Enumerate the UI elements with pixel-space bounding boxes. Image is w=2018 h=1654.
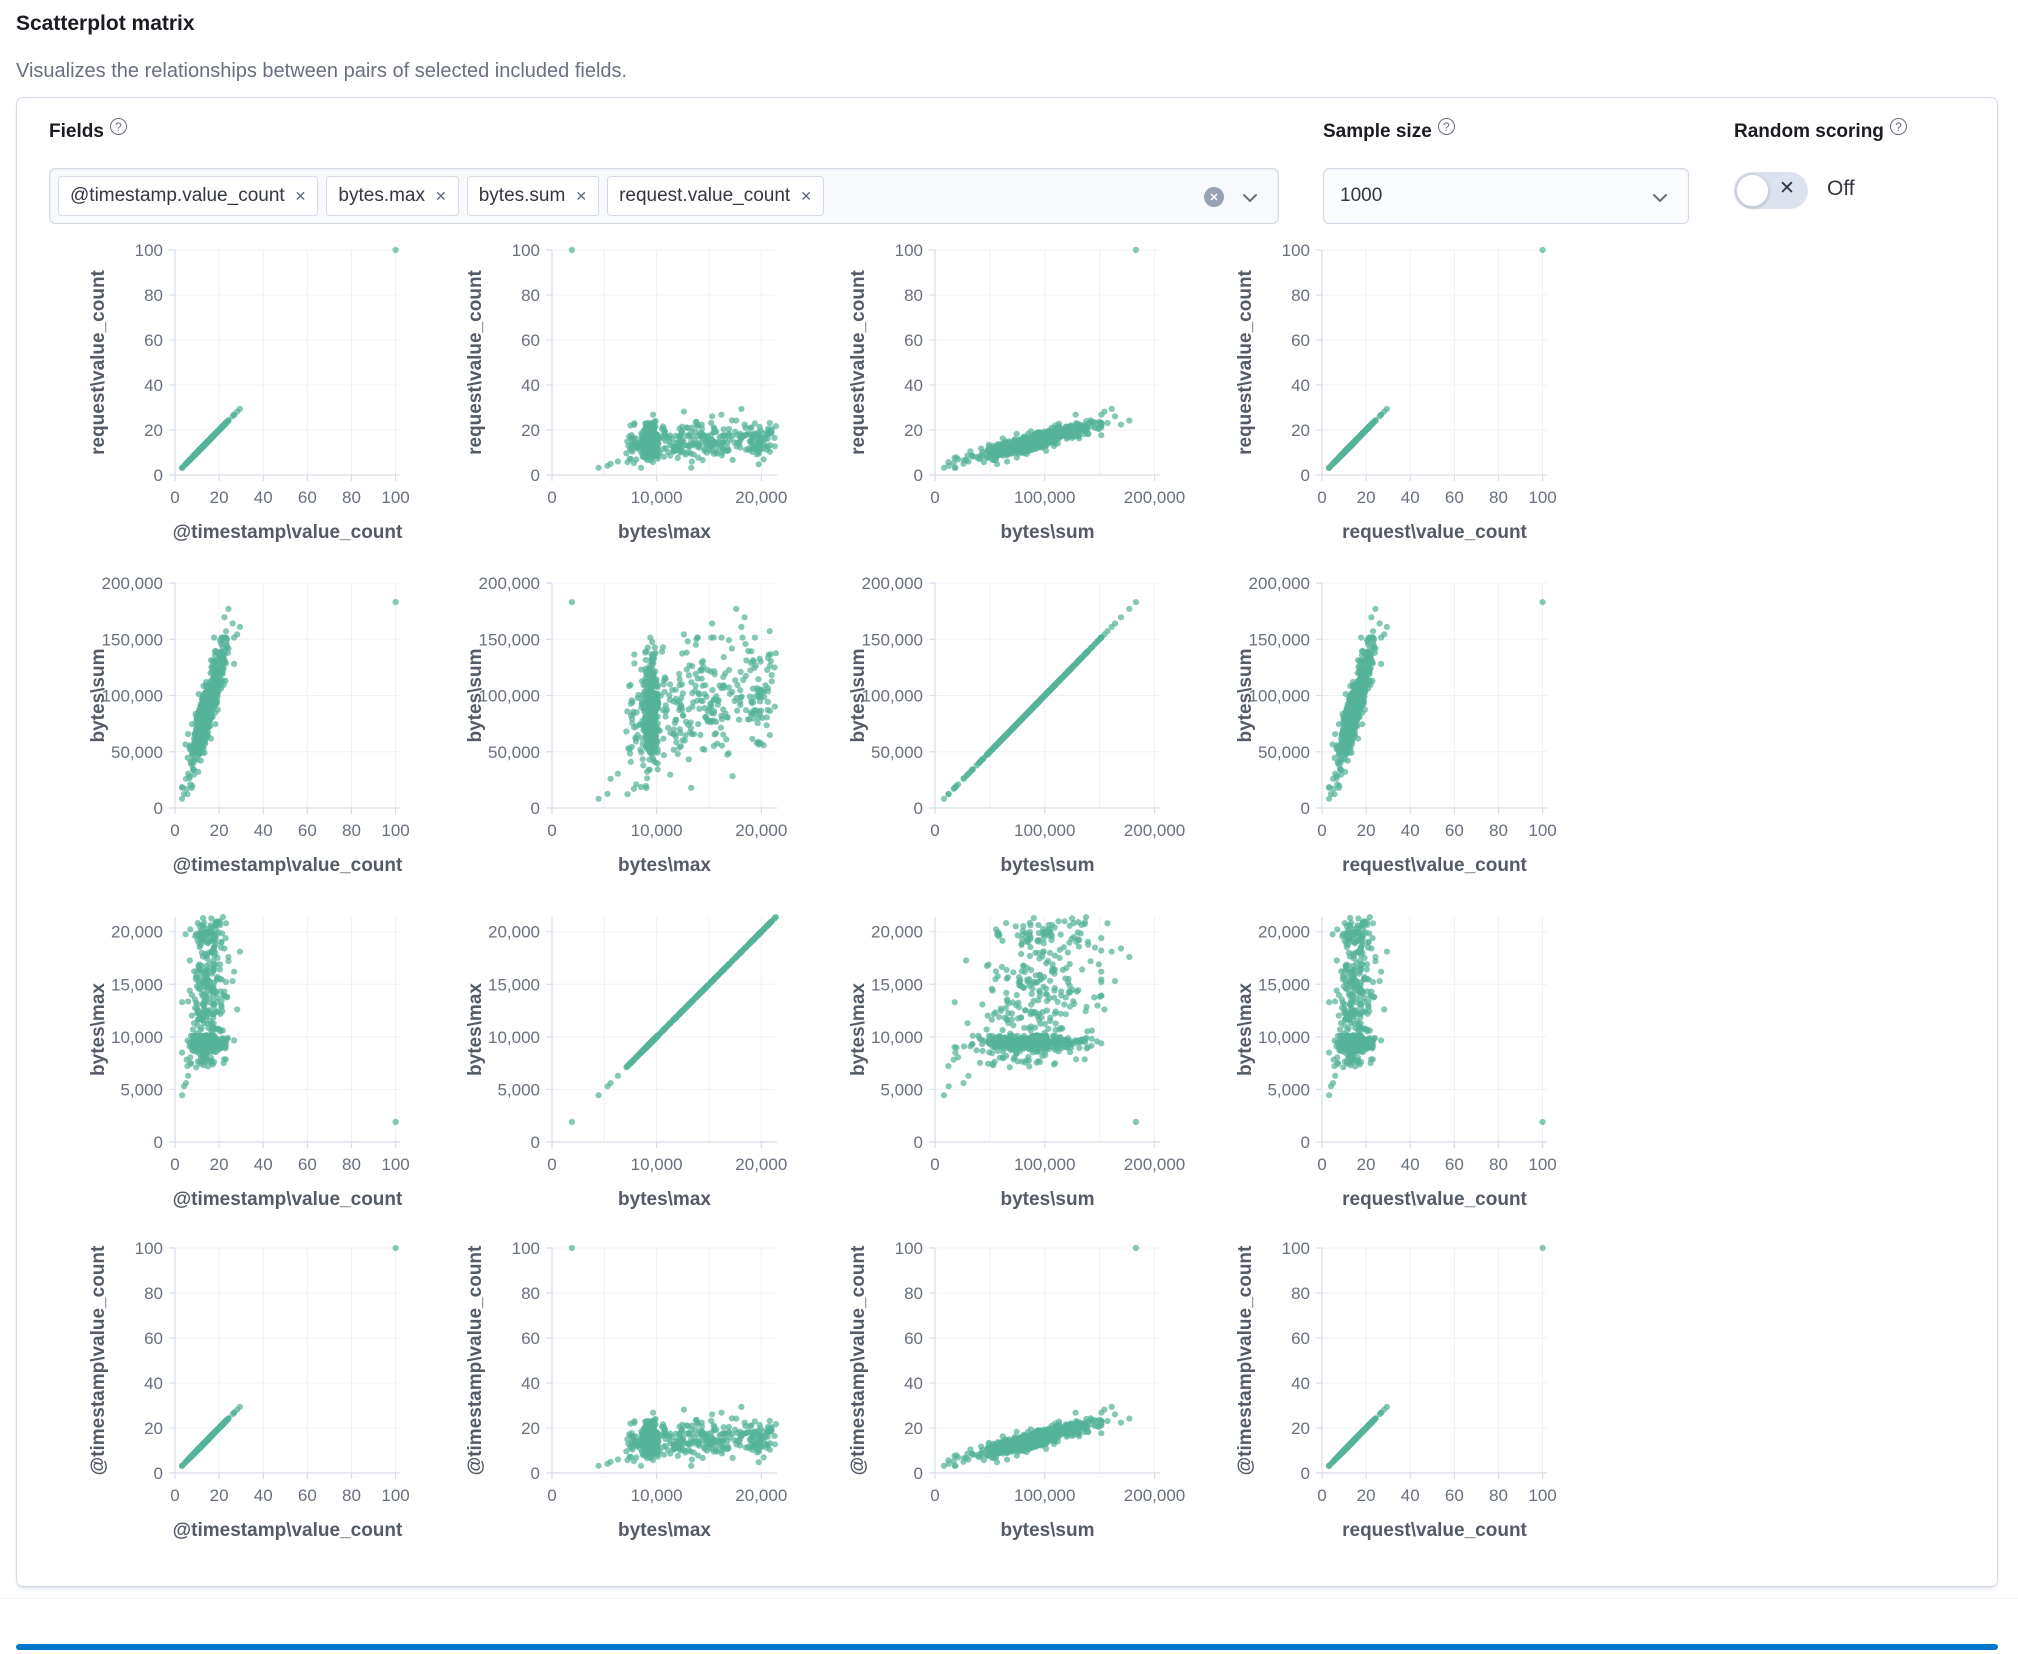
selected-fields-list: @timestamp.value_count ✕ bytes.max ✕ bytes.s…: [58, 169, 1183, 223]
remove-field-icon[interactable]: ✕: [575, 187, 588, 204]
remove-field-icon[interactable]: ✕: [800, 187, 812, 204]
random-scoring-toggle[interactable]: ✕: [1734, 172, 1808, 209]
section-title: Scatterplot matrix: [16, 12, 195, 35]
toggle-off-icon: ✕: [1779, 178, 1795, 199]
sample-size-label: Sample size ?: [1323, 118, 1455, 143]
help-icon[interactable]: ?: [109, 118, 127, 135]
help-icon[interactable]: ?: [1889, 118, 1907, 135]
fields-label: Fields ?: [49, 118, 127, 143]
clear-all-fields-icon[interactable]: ✕: [1204, 187, 1224, 207]
section-divider: [0, 1598, 2018, 1599]
field-pill-label: @timestamp.value_count: [70, 185, 285, 206]
field-pill[interactable]: bytes.max ✕: [326, 176, 459, 216]
sample-size-select[interactable]: 1000: [1323, 168, 1689, 224]
field-pill-label: bytes.sum: [478, 185, 566, 206]
field-pill-label: request.value_count: [619, 185, 791, 206]
random-scoring-state: Off: [1827, 177, 1855, 200]
scatterplot-matrix-panel: Fields ? @timestamp.value_count ✕ bytes.ma…: [16, 97, 1998, 1587]
chevron-down-icon: [1653, 194, 1667, 202]
section-subtitle: Visualizes the relationships between pai…: [16, 60, 628, 82]
bottom-scrollbar[interactable]: [16, 1644, 1998, 1650]
field-pill[interactable]: @timestamp.value_count ✕: [58, 176, 319, 216]
field-pill[interactable]: bytes.sum ✕: [466, 176, 600, 216]
toggle-knob: [1736, 174, 1769, 207]
sample-size-value: 1000: [1340, 185, 1383, 206]
field-pill[interactable]: request.value_count ✕: [607, 176, 824, 216]
remove-field-icon[interactable]: ✕: [294, 187, 307, 204]
remove-field-icon[interactable]: ✕: [435, 187, 447, 204]
chevron-down-icon[interactable]: [1242, 193, 1258, 203]
fields-combobox[interactable]: @timestamp.value_count ✕ bytes.max ✕ bytes.s…: [49, 168, 1279, 224]
field-pill-label: bytes.max: [338, 185, 425, 206]
random-scoring-label: Random scoring ?: [1734, 118, 1907, 143]
help-icon[interactable]: ?: [1437, 118, 1455, 135]
